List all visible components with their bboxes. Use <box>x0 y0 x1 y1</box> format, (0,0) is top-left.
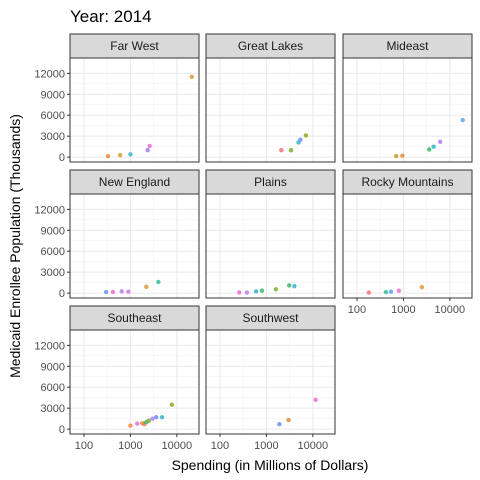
data-point <box>394 154 398 158</box>
panel-plains: Plains <box>206 170 335 298</box>
data-point <box>292 284 296 288</box>
facet-label: Mideast <box>386 39 429 53</box>
y-tick-label: 9000 <box>41 225 65 237</box>
x-tick-label: 10000 <box>162 440 193 452</box>
facet-label: New England <box>99 175 170 189</box>
facet-label: Plains <box>254 175 287 189</box>
chart-title: Year: 2014 <box>70 7 152 26</box>
data-point <box>118 153 122 157</box>
data-point <box>438 140 442 144</box>
data-point <box>427 147 431 151</box>
y-tick-label: 0 <box>59 424 65 436</box>
y-tick-label: 3000 <box>41 403 65 415</box>
data-point <box>384 290 388 294</box>
x-tick-label: 10000 <box>298 440 329 452</box>
data-point <box>260 288 264 292</box>
data-point <box>287 283 291 287</box>
panel-new-england: New England 0 3000 6000 9000 12000 <box>34 170 199 300</box>
panels-layer: Far West 0 3000 6000 9000 12000 Great Lakes Mid… <box>34 34 472 452</box>
x-tick-label: 100 <box>348 304 366 316</box>
data-point <box>145 148 149 152</box>
data-point <box>128 423 132 427</box>
data-point <box>304 133 308 137</box>
data-point <box>126 290 130 294</box>
data-point <box>120 289 124 293</box>
y-tick-label: 12000 <box>34 340 65 352</box>
x-axis-title: Spending (in Millions of Dollars) <box>172 457 369 473</box>
y-tick-label: 0 <box>59 288 65 300</box>
data-point <box>432 144 436 148</box>
data-point <box>135 421 139 425</box>
data-point <box>298 137 302 141</box>
facet-label: Southeast <box>107 311 162 325</box>
data-point <box>277 422 281 426</box>
y-tick-label: 6000 <box>41 110 65 122</box>
y-tick-label: 9000 <box>41 361 65 373</box>
data-point <box>104 290 108 294</box>
panel-southeast: Southeast 0 3000 6000 9000 12000 100 1000 10000 <box>34 306 199 452</box>
panel-rocky-mountains: Rocky Mountains 100 1000 10000 <box>343 170 472 316</box>
facet-label: Great Lakes <box>238 39 303 53</box>
y-tick-label: 0 <box>59 152 65 164</box>
data-point <box>190 75 194 79</box>
data-point <box>420 285 424 289</box>
data-point <box>397 288 401 292</box>
x-tick-label: 100 <box>211 440 229 452</box>
data-point <box>313 398 317 402</box>
facet-label: Rocky Mountains <box>361 175 453 189</box>
data-point <box>400 154 404 158</box>
panel-great-lakes: Great Lakes <box>206 34 335 162</box>
data-point <box>156 280 160 284</box>
y-axis-title: Medicaid Enrollee Population (Thousands) <box>7 114 23 378</box>
y-tick-label: 3000 <box>41 131 65 143</box>
data-point <box>279 148 283 152</box>
y-tick-label: 6000 <box>41 382 65 394</box>
panel-mideast: Mideast <box>343 34 472 162</box>
y-tick-label: 12000 <box>34 68 65 80</box>
x-tick-label: 100 <box>75 440 93 452</box>
data-point <box>289 148 293 152</box>
data-point <box>389 290 393 294</box>
facet-label: Far West <box>110 39 159 53</box>
facet-label: Southwest <box>242 311 299 325</box>
data-point <box>286 418 290 422</box>
data-point <box>147 144 151 148</box>
x-tick-label: 10000 <box>435 304 466 316</box>
data-point <box>237 290 241 294</box>
y-tick-label: 12000 <box>34 204 65 216</box>
data-point <box>147 419 151 423</box>
x-tick-label: 1000 <box>391 304 415 316</box>
x-tick-label: 1000 <box>118 440 142 452</box>
panel-southwest: Southwest 100 1000 10000 <box>206 306 335 452</box>
data-point <box>170 402 174 406</box>
data-point <box>111 290 115 294</box>
data-point <box>144 285 148 289</box>
data-point <box>245 290 249 294</box>
panel-far-west: Far West 0 3000 6000 9000 12000 <box>34 34 199 164</box>
data-point <box>274 287 278 291</box>
y-tick-label: 3000 <box>41 267 65 279</box>
data-point <box>367 290 371 294</box>
x-tick-label: 1000 <box>254 440 278 452</box>
y-tick-label: 6000 <box>41 246 65 258</box>
data-point <box>160 415 164 419</box>
data-point <box>154 415 158 419</box>
data-point <box>254 289 258 293</box>
y-tick-label: 9000 <box>41 89 65 101</box>
data-point <box>128 152 132 156</box>
data-point <box>461 118 465 122</box>
data-point <box>106 154 110 158</box>
